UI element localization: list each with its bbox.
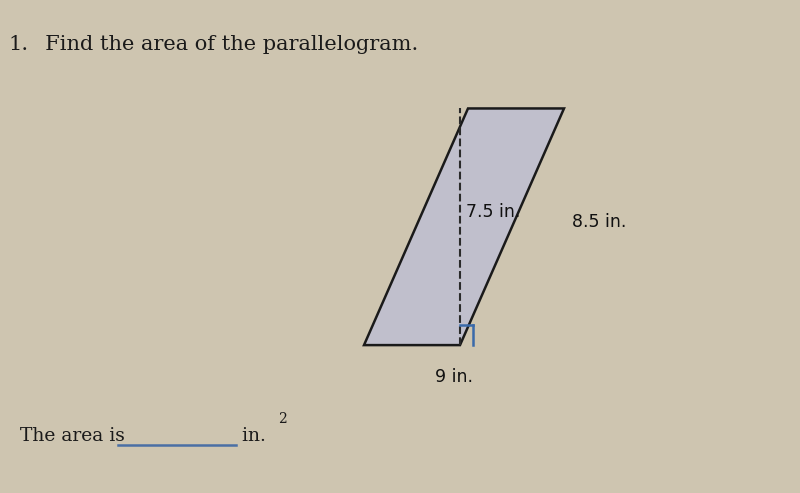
Text: The area is: The area is: [20, 427, 131, 445]
Text: 9 in.: 9 in.: [435, 368, 474, 386]
Polygon shape: [364, 108, 564, 345]
Text: in.: in.: [236, 427, 266, 445]
Text: 1.: 1.: [8, 35, 28, 54]
Text: Find the area of the parallelogram.: Find the area of the parallelogram.: [32, 35, 418, 54]
Text: 7.5 in.: 7.5 in.: [466, 203, 520, 221]
Text: 2: 2: [278, 412, 286, 426]
Text: 8.5 in.: 8.5 in.: [572, 213, 626, 231]
